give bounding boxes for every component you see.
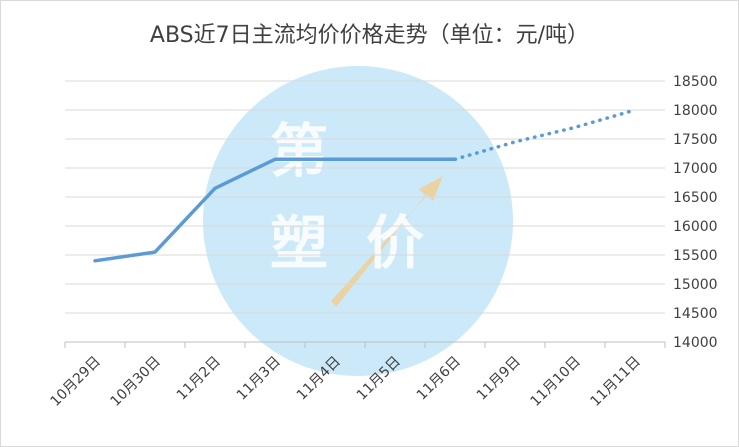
x-tick-label: 11月9日 [474, 354, 524, 404]
series-line-forecast [453, 108, 637, 162]
x-tick-label: 11月10日 [528, 354, 584, 410]
y-tick-label: 18500 [673, 74, 718, 90]
series-group [93, 108, 637, 263]
x-tick-label: 11月2日 [174, 354, 224, 404]
y-tick-label: 15000 [673, 277, 718, 293]
x-tick-label: 11月3日 [234, 354, 284, 404]
y-tick-label: 17500 [673, 132, 718, 148]
y-tick-label: 14500 [673, 306, 718, 322]
watermark: 第塑价 [203, 66, 513, 376]
x-tick-label: 10月30日 [108, 354, 164, 410]
y-tick-label: 16000 [673, 219, 718, 235]
series-line-actual [93, 157, 457, 263]
watermark-arrow [331, 176, 443, 307]
y-tick-label: 18000 [673, 103, 718, 119]
chart-title: ABS近7日主流均价价格走势（单位：元/吨） [149, 23, 590, 48]
x-tick-label: 10月29日 [48, 354, 104, 410]
watermark-char: 塑 [270, 209, 328, 277]
y-tick-label: 15500 [673, 248, 718, 264]
watermark-circle [203, 66, 513, 376]
y-tick-label: 14000 [673, 335, 718, 351]
grid-lines [65, 80, 665, 343]
y-axis: 14000 14500 15000 15500 16000 16500 17000 17500… [673, 74, 718, 351]
y-tick-label: 16500 [673, 190, 718, 206]
watermark-char: 价 [366, 209, 424, 277]
y-tick-label: 17000 [673, 161, 718, 177]
x-tick-label: 11月11日 [588, 354, 644, 410]
watermark-char: 第 [270, 117, 328, 185]
